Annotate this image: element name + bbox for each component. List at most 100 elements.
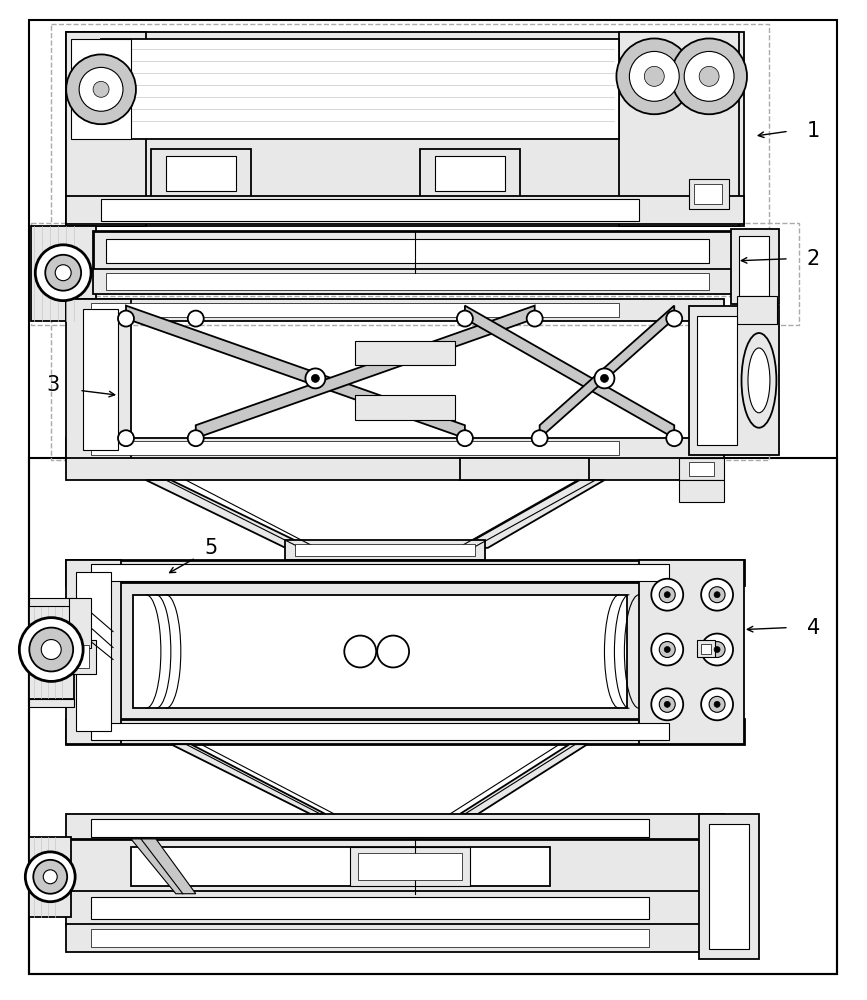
Bar bbox=[93, 269, 736, 294]
Bar bbox=[31, 223, 799, 325]
Bar bbox=[699, 814, 759, 959]
Circle shape bbox=[29, 628, 73, 671]
Circle shape bbox=[305, 368, 325, 388]
Circle shape bbox=[311, 374, 319, 382]
Polygon shape bbox=[465, 306, 675, 438]
Circle shape bbox=[457, 430, 473, 446]
Bar bbox=[709, 824, 749, 949]
Circle shape bbox=[666, 430, 682, 446]
Bar bbox=[689, 179, 729, 209]
Circle shape bbox=[531, 430, 548, 446]
Bar bbox=[29, 699, 75, 707]
Circle shape bbox=[66, 54, 136, 124]
Bar bbox=[51, 24, 769, 233]
Bar bbox=[101, 39, 619, 139]
Circle shape bbox=[714, 701, 720, 707]
Bar bbox=[91, 723, 669, 740]
Bar bbox=[66, 458, 724, 480]
Circle shape bbox=[601, 374, 609, 382]
Circle shape bbox=[526, 311, 543, 327]
Circle shape bbox=[651, 634, 683, 665]
Bar bbox=[350, 847, 470, 886]
Bar bbox=[66, 299, 724, 321]
Text: 2: 2 bbox=[807, 249, 820, 269]
Bar bbox=[29, 458, 837, 974]
Bar bbox=[689, 306, 779, 455]
Bar bbox=[83, 309, 118, 450]
Bar bbox=[694, 184, 722, 204]
Circle shape bbox=[118, 430, 134, 446]
Polygon shape bbox=[131, 839, 196, 894]
Bar bbox=[106, 273, 709, 290]
Circle shape bbox=[25, 852, 75, 902]
Bar bbox=[679, 458, 724, 480]
Circle shape bbox=[36, 245, 91, 301]
Bar bbox=[296, 544, 475, 556]
Bar bbox=[151, 149, 251, 199]
Polygon shape bbox=[460, 480, 604, 548]
Circle shape bbox=[457, 311, 473, 327]
Polygon shape bbox=[126, 306, 465, 438]
Ellipse shape bbox=[741, 333, 776, 428]
Bar bbox=[91, 819, 649, 837]
Circle shape bbox=[699, 66, 719, 86]
Bar bbox=[71, 645, 89, 668]
Bar bbox=[435, 156, 505, 191]
Bar bbox=[66, 196, 744, 224]
Bar bbox=[679, 480, 724, 502]
Bar bbox=[737, 296, 777, 324]
Polygon shape bbox=[539, 306, 675, 438]
Circle shape bbox=[651, 688, 683, 720]
Circle shape bbox=[33, 860, 67, 894]
Bar bbox=[355, 341, 455, 365]
Bar bbox=[66, 560, 744, 585]
Circle shape bbox=[45, 255, 81, 291]
Bar bbox=[91, 929, 649, 947]
Bar bbox=[101, 199, 639, 221]
Bar bbox=[131, 847, 550, 886]
Circle shape bbox=[644, 66, 664, 86]
Circle shape bbox=[188, 430, 204, 446]
Bar bbox=[71, 39, 131, 139]
Circle shape bbox=[616, 38, 692, 114]
Polygon shape bbox=[196, 306, 535, 438]
Text: 3: 3 bbox=[47, 375, 60, 395]
Bar bbox=[697, 640, 715, 657]
Bar bbox=[29, 598, 75, 606]
Circle shape bbox=[664, 592, 670, 598]
Circle shape bbox=[55, 265, 71, 281]
Circle shape bbox=[714, 592, 720, 598]
Circle shape bbox=[664, 701, 670, 707]
Bar bbox=[66, 924, 724, 952]
Bar bbox=[29, 600, 75, 699]
Circle shape bbox=[701, 579, 733, 611]
Circle shape bbox=[659, 696, 675, 712]
Circle shape bbox=[651, 579, 683, 611]
Circle shape bbox=[19, 618, 83, 681]
Bar bbox=[66, 891, 724, 926]
Bar bbox=[166, 156, 236, 191]
Bar bbox=[701, 644, 711, 654]
Circle shape bbox=[701, 688, 733, 720]
Circle shape bbox=[684, 51, 734, 101]
Bar bbox=[66, 32, 744, 226]
Bar bbox=[91, 564, 669, 581]
Text: 5: 5 bbox=[204, 538, 218, 558]
Bar bbox=[739, 236, 769, 296]
Bar bbox=[66, 640, 96, 674]
Bar bbox=[358, 853, 462, 880]
Circle shape bbox=[79, 67, 123, 111]
Circle shape bbox=[709, 642, 725, 657]
Bar bbox=[66, 839, 724, 894]
Bar bbox=[133, 595, 628, 708]
Bar bbox=[66, 814, 724, 842]
Bar bbox=[31, 226, 96, 321]
Circle shape bbox=[188, 311, 204, 327]
Text: 1: 1 bbox=[807, 121, 820, 141]
Circle shape bbox=[714, 647, 720, 653]
Bar bbox=[66, 560, 121, 744]
Circle shape bbox=[666, 311, 682, 327]
Circle shape bbox=[42, 640, 62, 659]
Ellipse shape bbox=[748, 348, 770, 413]
Circle shape bbox=[664, 647, 670, 653]
